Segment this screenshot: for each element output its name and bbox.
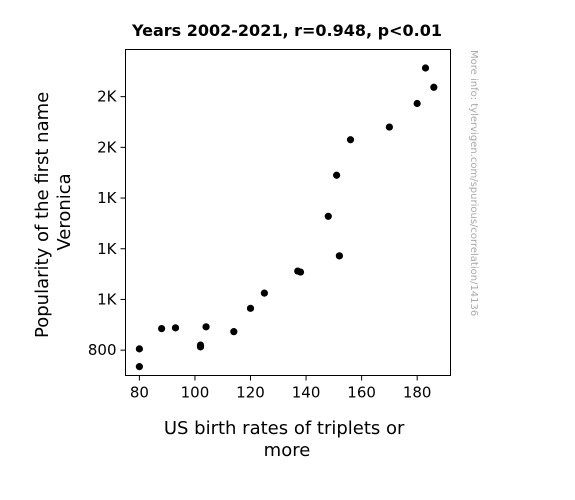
chart-title: Years 2002-2021, r=0.948, p<0.01 <box>131 21 442 40</box>
x-tick-label: 140 <box>292 384 321 402</box>
data-point <box>385 123 393 131</box>
data-point <box>202 323 210 331</box>
data-point <box>296 268 305 276</box>
data-point <box>230 328 238 336</box>
data-point <box>346 136 355 144</box>
y-tick-label: 800 <box>88 341 117 359</box>
y-tick-label: 1K <box>97 240 118 258</box>
x-axis-label-line-2: more <box>264 440 311 461</box>
x-axis-label-line-1: US birth rates of triplets or <box>164 418 405 439</box>
data-point <box>158 325 166 333</box>
x-axis-label: US birth rates of triplets or more <box>164 418 410 461</box>
watermark-text: More info: tylervigen.com/spurious/corre… <box>468 50 479 316</box>
data-point <box>260 289 268 297</box>
y-axis: 800 1K 1K 1K 2K 2K <box>88 88 126 359</box>
x-tick-label: 180 <box>403 384 432 402</box>
data-point <box>196 341 205 349</box>
data-point <box>333 171 341 179</box>
data-point <box>135 363 143 371</box>
data-point <box>135 345 143 353</box>
y-tick-label: 2K <box>97 138 118 156</box>
y-axis-label-line-1: Popularity of the first name <box>32 92 53 338</box>
y-tick-label: 1K <box>97 290 118 308</box>
plot-area <box>125 49 451 376</box>
y-axis-label: Popularity of the first name Veronica <box>32 86 75 338</box>
data-point <box>171 324 180 332</box>
y-tick-label: 2K <box>97 88 118 106</box>
data-point <box>430 83 438 91</box>
x-tick-label: 100 <box>181 384 210 402</box>
data-points <box>135 64 438 371</box>
x-tick-label: 80 <box>130 384 149 402</box>
y-tick-label: 1K <box>97 189 118 207</box>
x-axis: 80 100 120 140 160 180 <box>130 375 432 402</box>
data-point <box>421 64 430 72</box>
data-point <box>335 252 343 260</box>
x-tick-label: 160 <box>347 384 376 402</box>
data-point <box>324 212 332 220</box>
data-point <box>246 304 255 312</box>
data-point <box>413 99 421 108</box>
y-axis-label-line-2: Veronica <box>54 173 75 250</box>
x-tick-label: 120 <box>236 384 265 402</box>
